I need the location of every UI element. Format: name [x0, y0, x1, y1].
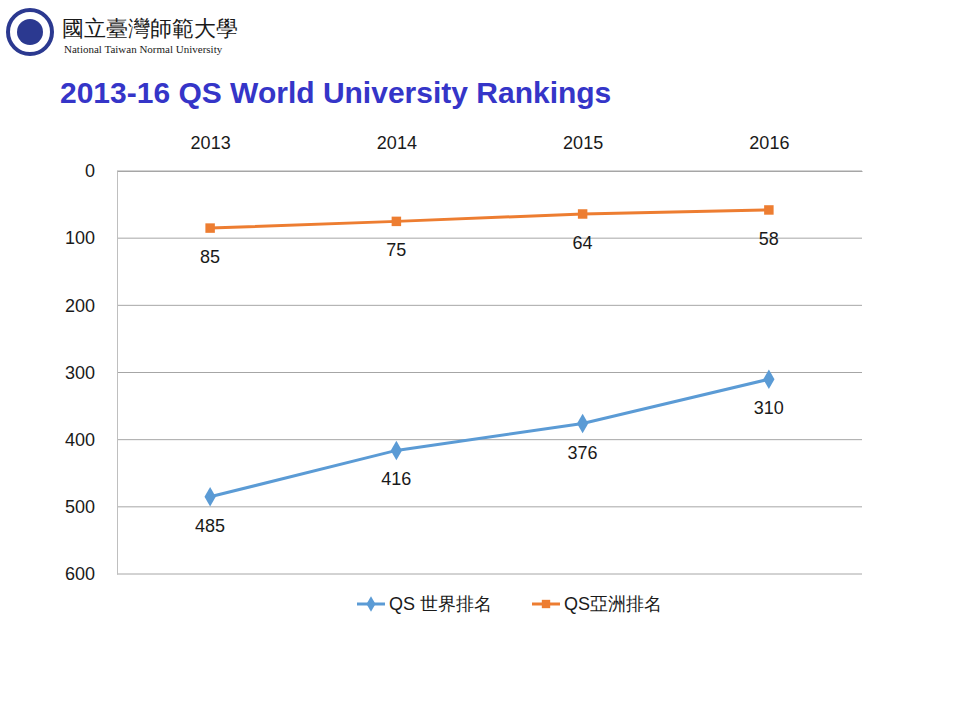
grid-line	[117, 305, 862, 306]
y-tick: 200	[65, 296, 117, 316]
legend-label: QS 世界排名	[389, 594, 492, 614]
series-marker	[577, 414, 588, 434]
grid-line	[117, 238, 862, 239]
legend-label: QS亞洲排名	[564, 594, 662, 614]
y-tick-label: 200	[65, 296, 95, 316]
legend: QS 世界排名 QS亞洲排名	[357, 594, 662, 614]
legend-entry: QS 世界排名	[357, 594, 492, 614]
x-axis: 2013 2014 2015 2016	[118, 133, 863, 172]
series-marker	[204, 487, 215, 507]
x-tick-label: 2015	[563, 133, 603, 153]
grid-line	[117, 171, 862, 172]
x-tick-label: 2016	[749, 133, 789, 153]
data-label: 64	[573, 233, 593, 253]
legend-marker	[366, 596, 375, 612]
legend-entry: QS亞洲排名	[532, 594, 662, 614]
x-tick: 2014	[377, 133, 417, 171]
y-tick: 300	[65, 363, 117, 383]
y-axis: 0 100 200 300 400 500 600	[65, 161, 118, 584]
series-line	[210, 379, 769, 497]
y-tick-label: 0	[85, 161, 95, 181]
chart: 國立臺灣師範大學 National Taiwan Normal Universit…	[0, 0, 960, 720]
y-tick-label: 100	[65, 228, 95, 248]
y-tick-label: 500	[65, 497, 95, 517]
chart-title: 2013-16 QS World University Rankings	[60, 76, 611, 109]
series-line	[210, 210, 769, 228]
y-tick: 100	[65, 228, 117, 248]
y-tick-label: 300	[65, 363, 95, 383]
logo-center	[17, 19, 43, 45]
grid-line	[117, 506, 862, 507]
x-axis-line	[118, 171, 863, 172]
series-marker	[391, 441, 402, 461]
data-label: 58	[759, 229, 779, 249]
x-tick-label: 2013	[191, 133, 231, 153]
grid-line	[117, 372, 862, 373]
x-tick-label: 2014	[377, 133, 417, 153]
y-tick: 500	[65, 497, 117, 517]
y-tick: 600	[65, 564, 117, 584]
series-marker	[763, 369, 774, 389]
data-label: 376	[568, 443, 598, 463]
grid-line	[117, 439, 862, 440]
y-tick-label: 400	[65, 430, 95, 450]
data-label: 416	[381, 469, 411, 489]
x-tick: 2013	[191, 133, 231, 171]
y-tick: 0	[85, 161, 117, 181]
y-tick: 400	[65, 430, 117, 450]
x-tick: 2016	[749, 133, 789, 171]
data-label: 485	[195, 516, 225, 536]
series-marker	[578, 209, 587, 218]
logo	[8, 10, 52, 54]
background	[0, 0, 960, 720]
y-axis-line	[117, 172, 118, 575]
legend-marker	[542, 600, 550, 608]
header: 國立臺灣師範大學 National Taiwan Normal Universit…	[8, 10, 238, 55]
data-label: 75	[386, 240, 406, 260]
header-title-en: National Taiwan Normal University	[64, 43, 223, 55]
series-marker	[392, 217, 401, 226]
header-title-zh: 國立臺灣師範大學	[62, 16, 238, 41]
series-marker	[764, 205, 773, 214]
data-label: 85	[200, 247, 220, 267]
data-labels: 485 416 376 310 85 75 64 58	[195, 229, 784, 536]
grid-line	[117, 574, 862, 575]
grid	[117, 171, 862, 574]
series-marker	[205, 223, 214, 232]
y-tick-label: 600	[65, 564, 95, 584]
x-tick: 2015	[563, 133, 603, 171]
data-label: 310	[754, 398, 784, 418]
plot-marks	[204, 205, 774, 506]
